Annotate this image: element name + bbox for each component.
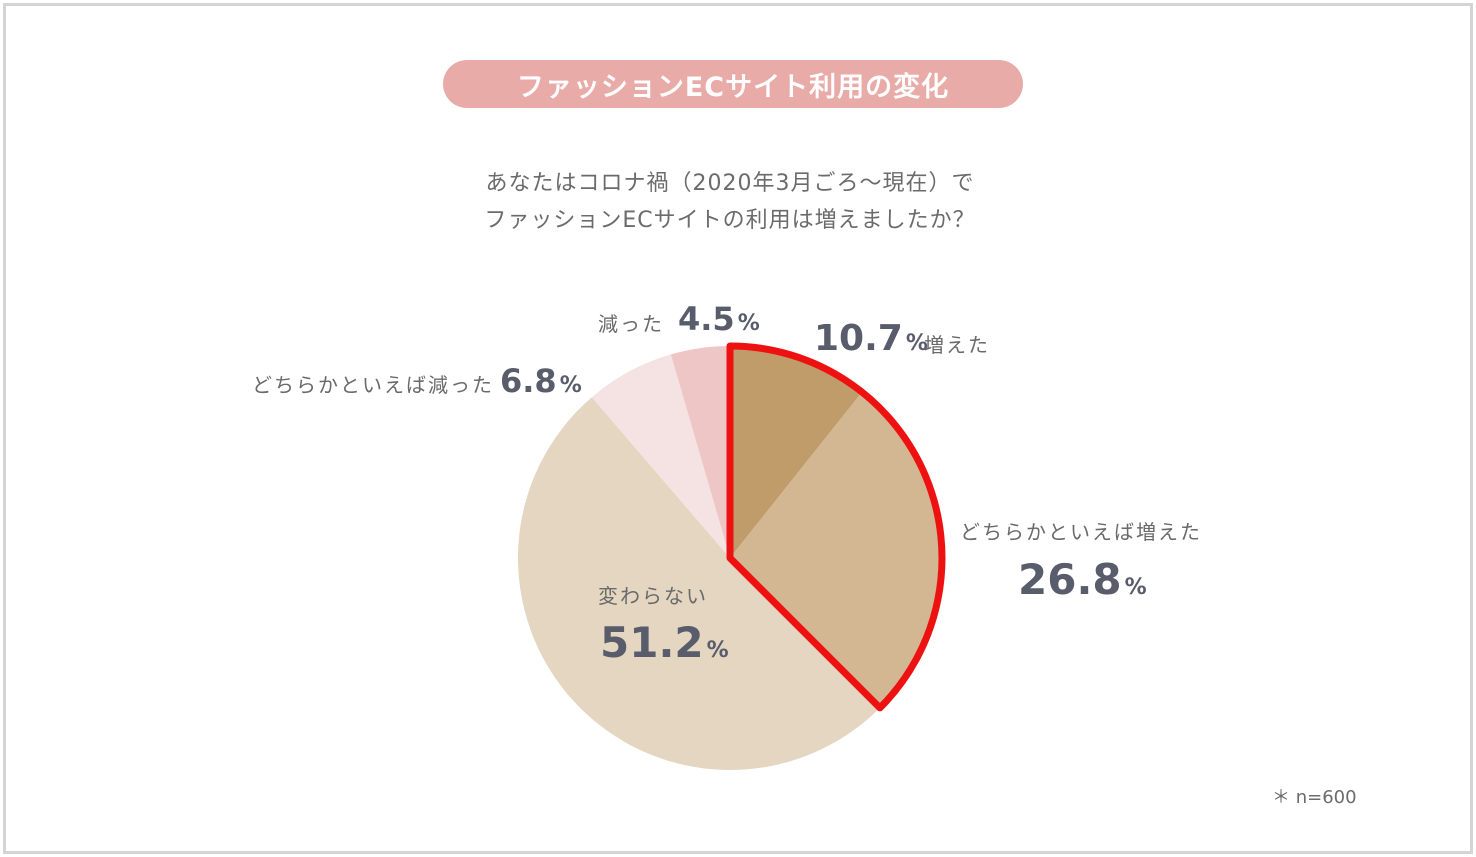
slice-label-unchanged: 変わらない (598, 584, 708, 608)
slice-value-decreased: 4.5% (678, 300, 760, 338)
slice-value-somewhat-increased: 26.8% (1018, 555, 1147, 604)
pie-slice-unchanged (517, 397, 880, 771)
slice-label-somewhat-increased: どちらかといえば増えた (960, 520, 1202, 544)
slice-value-unchanged: 51.2% (600, 618, 729, 667)
slice-label-decreased: 減った (598, 312, 664, 336)
survey-question: あなたはコロナ禍（2020年3月ごろ〜現在）で ファッションECサイトの利用は増… (330, 165, 1130, 239)
pie-slice-somewhat-increased (730, 392, 942, 708)
chart-title: ファッションECサイト利用の変化 (443, 60, 1023, 108)
question-line-1: あなたはコロナ禍（2020年3月ごろ〜現在）で (485, 171, 975, 196)
pie-slice-somewhat-decreased (591, 354, 730, 558)
pie-slice-decreased (670, 346, 730, 558)
sample-size-note: ＊ n=600 (1272, 787, 1357, 808)
slice-label-increased: 増えた (924, 333, 990, 357)
slice-label-somewhat-decreased: どちらかといえば減った (252, 373, 494, 397)
highlight-outline (726, 342, 946, 712)
question-line-2: ファッションECサイトの利用は増えましたか？ (484, 208, 976, 233)
slice-value-somewhat-decreased: 6.8% (500, 362, 582, 400)
slice-value-increased: 10.7% (814, 318, 928, 359)
pie-slice-increased (730, 346, 863, 558)
